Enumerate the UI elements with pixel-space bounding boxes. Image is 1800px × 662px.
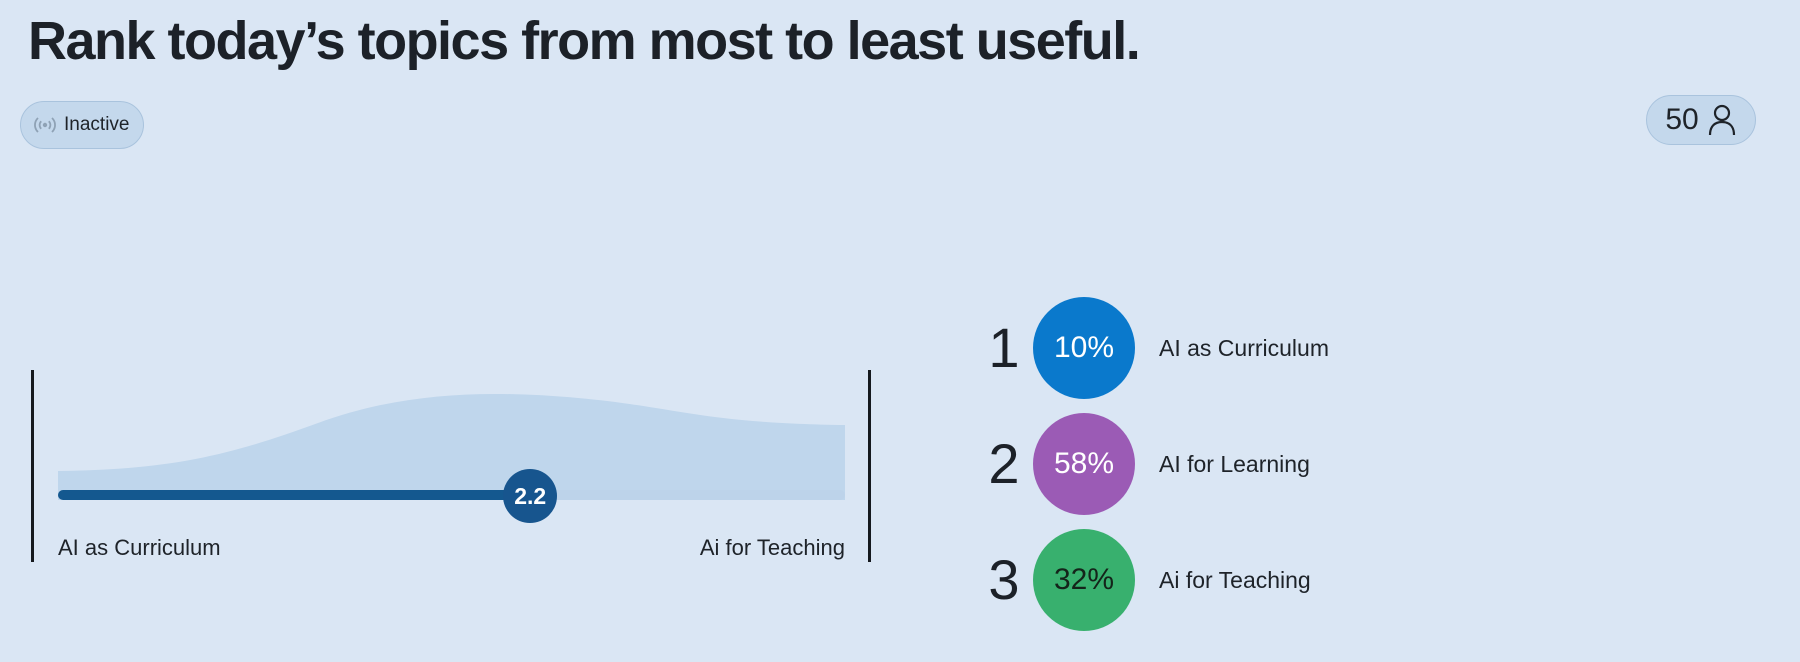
list-item: 1 10% AI as Curriculum xyxy=(975,296,1535,400)
slider-left-label: AI as Curriculum xyxy=(58,535,221,560)
rank-number: 1 xyxy=(988,316,1020,379)
rank-label: Ai for Teaching xyxy=(1159,566,1311,593)
participant-count-badge: 50 xyxy=(1646,95,1756,145)
participant-count: 50 xyxy=(1665,103,1699,136)
rank-label: AI for Learning xyxy=(1159,450,1310,477)
rank-number: 3 xyxy=(988,548,1020,611)
list-item: 3 32% Ai for Teaching xyxy=(975,528,1535,632)
broadcast-icon xyxy=(33,115,57,135)
rank-number: 2 xyxy=(988,432,1020,495)
left-bracket xyxy=(31,370,34,562)
percent-badge: 10% xyxy=(1033,297,1135,399)
ranking-slider-widget: 2.2 AI as Curriculum Ai for Teaching xyxy=(0,360,900,570)
page-title: Rank today’s topics from most to least u… xyxy=(28,11,1141,71)
right-bracket xyxy=(868,370,871,562)
rank-label: AI as Curriculum xyxy=(1159,334,1329,361)
percent-badge: 58% xyxy=(1033,413,1135,515)
status-badge[interactable]: Inactive xyxy=(20,101,145,149)
percent-badge: 32% xyxy=(1033,529,1135,631)
slider-handle[interactable]: 2.2 xyxy=(503,469,558,523)
slider-track[interactable] xyxy=(58,490,845,500)
slider-track-fill xyxy=(58,490,531,500)
distribution-curve xyxy=(58,393,845,500)
person-icon xyxy=(1707,103,1737,137)
status-label: Inactive xyxy=(64,114,130,135)
list-item: 2 58% AI for Learning xyxy=(975,412,1535,516)
slider-right-label: Ai for Teaching xyxy=(699,535,845,560)
